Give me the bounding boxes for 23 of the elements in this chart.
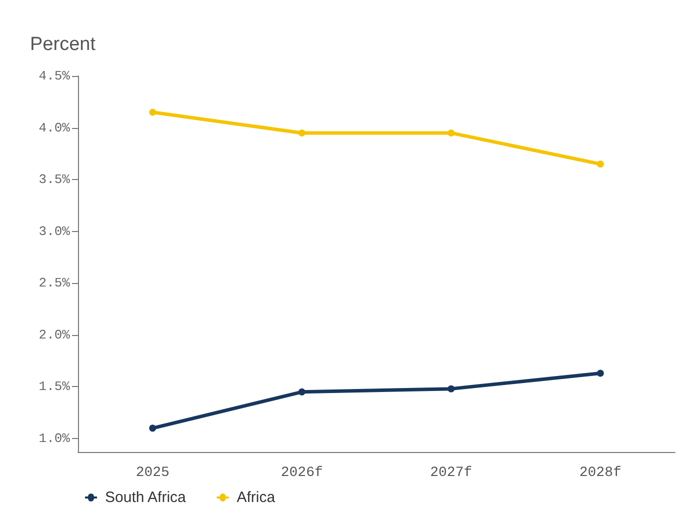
point (448, 129, 455, 136)
y-tick-label: 2.0% (38, 327, 70, 342)
x-tick-label: 2026f (280, 465, 323, 481)
y-tick-label: 1.0% (38, 431, 70, 446)
legend-label: Africa (236, 489, 276, 506)
y-tick-label: 4.0% (38, 120, 70, 136)
point (596, 370, 604, 377)
point (298, 388, 306, 396)
x-tick-label: 2028f (579, 465, 622, 481)
x-tick-label: 2027f (430, 465, 472, 481)
point (149, 424, 156, 432)
y-tick-label: 3.5% (38, 172, 70, 188)
point (298, 129, 306, 136)
chart-title: Percent (30, 34, 96, 55)
point (149, 108, 156, 116)
y-tick-label: 1.5% (38, 379, 70, 394)
legend-label: South Africa (105, 489, 187, 506)
y-tick-label: 3.0% (38, 224, 70, 239)
point (596, 160, 604, 168)
y-tick-label: 4.5% (38, 68, 70, 84)
x-tick-label: 2025 (136, 465, 170, 481)
point (448, 385, 455, 392)
y-tick-label: 2.5% (38, 276, 70, 291)
